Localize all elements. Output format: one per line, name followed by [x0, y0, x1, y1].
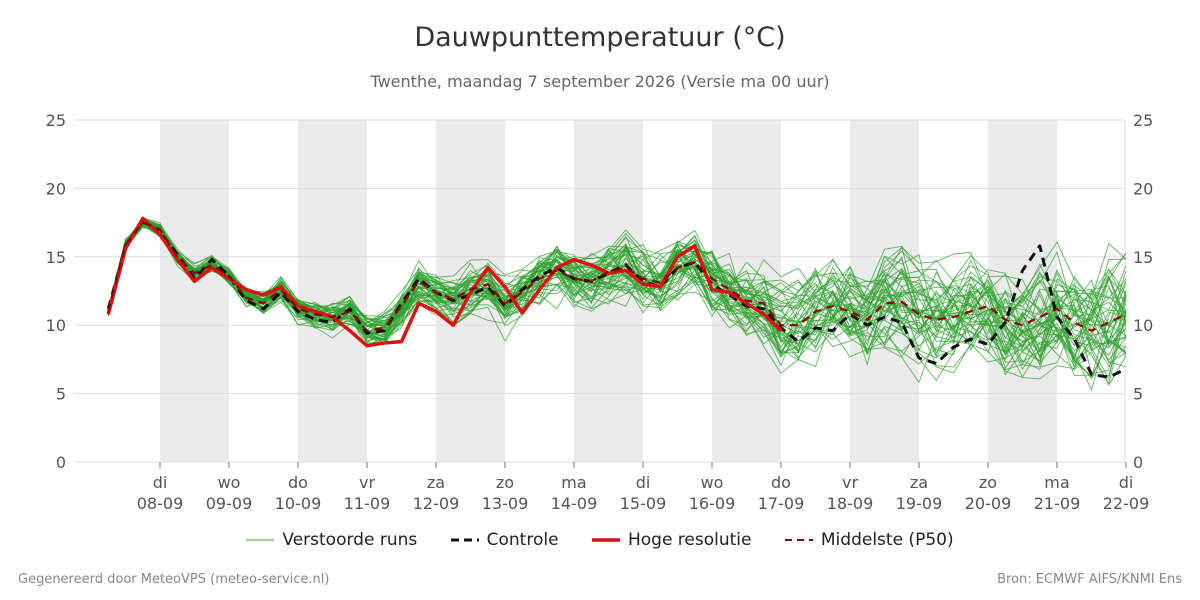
- legend-item-hires: Hoge resolutie: [591, 530, 752, 550]
- x-tick-date: 13-09: [482, 494, 529, 513]
- x-tick-date: 18-09: [827, 494, 874, 513]
- hires-swatch: [591, 538, 620, 542]
- x-tick-date: 22-09: [1103, 494, 1150, 513]
- legend-item-ensemble: Verstoorde runs: [246, 530, 417, 550]
- x-tick-date: 15-09: [620, 494, 667, 513]
- x-tick-date: 08-09: [137, 494, 184, 513]
- shaded-band: [988, 120, 1057, 462]
- y-tick-right: 20: [1133, 179, 1153, 198]
- x-tick-day: ma: [561, 473, 586, 492]
- main-series: [106, 216, 1127, 379]
- y-tick-left: 15: [46, 248, 66, 267]
- y-tick-right: 15: [1133, 248, 1153, 267]
- x-tick-day: di: [1119, 473, 1134, 492]
- x-tick-day: ma: [1044, 473, 1069, 492]
- ensemble-run-line: [107, 222, 1127, 380]
- legend-label-hires: Hoge resolutie: [627, 530, 752, 550]
- legend-label-control: Controle: [486, 530, 559, 550]
- legend-item-median: Middelste (P50): [784, 530, 954, 550]
- x-tick-date: 19-09: [896, 494, 943, 513]
- x-tick-date: 21-09: [1034, 494, 1081, 513]
- y-tick-left: 5: [56, 385, 66, 404]
- y-tick-left: 25: [46, 111, 66, 130]
- hires-line: [106, 216, 783, 348]
- legend-label-ensemble: Verstoorde runs: [282, 530, 418, 550]
- x-tick-date: 11-09: [344, 494, 391, 513]
- x-tick-day: wo: [701, 473, 724, 492]
- y-tick-left: 0: [56, 453, 66, 472]
- x-tick-day: do: [771, 473, 791, 492]
- y-tick-left: 10: [46, 316, 66, 335]
- x-tick-date: 12-09: [413, 494, 460, 513]
- x-tick-date: 14-09: [551, 494, 598, 513]
- ensemble-run-line: [107, 225, 1127, 380]
- y-tick-right: 10: [1133, 316, 1153, 335]
- x-tick-day: vr: [842, 473, 858, 492]
- chart-subtitle: Twenthe, maandag 7 september 2026 (Versi…: [370, 72, 830, 91]
- median-swatch: [784, 539, 813, 541]
- y-tick-left: 20: [46, 179, 66, 198]
- y-axis-ticks: 0 0 5 5 10 10 15 15 20 20 25 25: [46, 111, 1154, 472]
- ensemble-run-line: [107, 218, 1127, 378]
- x-tick-date: 20-09: [965, 494, 1012, 513]
- control-swatch: [450, 538, 479, 542]
- x-tick-date: 10-09: [275, 494, 322, 513]
- x-tick-date: 16-09: [689, 494, 736, 513]
- x-tick-date: 09-09: [206, 494, 253, 513]
- x-axis-ticks: di 08-09 wo 09-09 do 10-09 vr 11-09 za 12-09 zo 13-…: [137, 462, 1150, 513]
- shaded-band: [298, 120, 367, 462]
- y-tick-right: 25: [1133, 111, 1153, 130]
- x-tick-day: di: [153, 473, 168, 492]
- ensemble-swatch: [246, 539, 275, 541]
- legend-label-median: Middelste (P50): [820, 530, 954, 550]
- x-tick-day: di: [636, 473, 651, 492]
- x-tick-day: za: [427, 473, 445, 492]
- footer-source: Bron: ECMWF AIFS/KNMI Ens: [997, 572, 1182, 587]
- x-tick-day: za: [910, 473, 928, 492]
- legend-item-control: Controle: [450, 530, 559, 550]
- shaded-band: [160, 120, 229, 462]
- chart-title: Dauwpunttemperatuur (°C): [414, 22, 786, 53]
- x-tick-day: zo: [979, 473, 997, 492]
- median-line: [107, 221, 1127, 332]
- x-tick-day: vr: [359, 473, 375, 492]
- legend: Verstoorde runs Controle Hoge resolutie …: [0, 530, 1200, 550]
- ensemble-run-line: [107, 223, 1127, 362]
- y-tick-right: 0: [1133, 453, 1143, 472]
- x-tick-day: do: [288, 473, 308, 492]
- x-tick-day: wo: [218, 473, 241, 492]
- y-tick-right: 5: [1133, 385, 1143, 404]
- footer-generated-by: Gegenereerd door MeteoVPS (meteo-service…: [18, 572, 330, 587]
- ensemble-run-line: [107, 226, 1127, 376]
- x-tick-date: 17-09: [758, 494, 805, 513]
- x-tick-day: zo: [496, 473, 514, 492]
